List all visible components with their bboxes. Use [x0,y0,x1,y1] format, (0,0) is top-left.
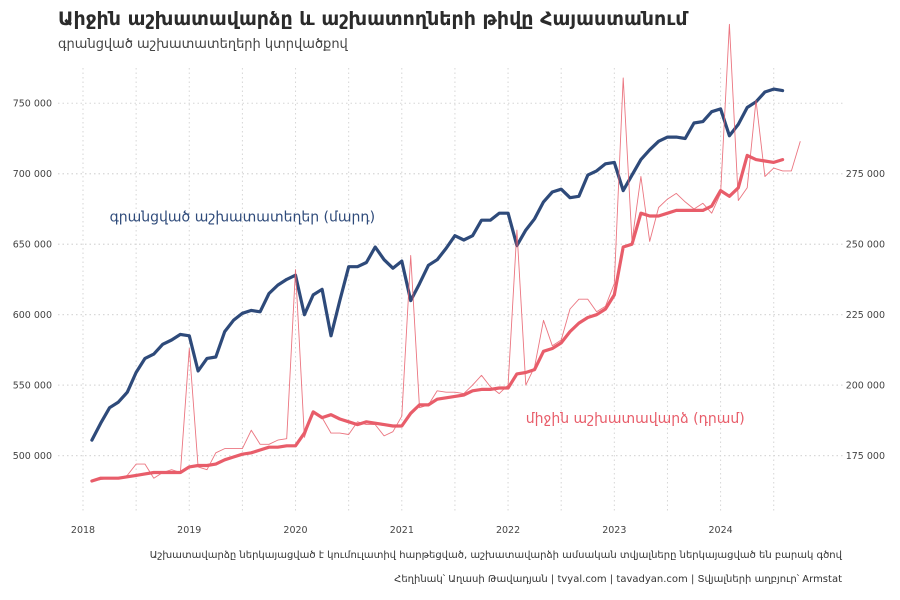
y-right-tick-label: 250 000 [846,240,885,251]
y-left-tick-label: 650 000 [13,240,52,251]
wage-smoothed-line [90,153,785,483]
chart-note: Աշխատավարձը ներկայացված է կումուլատիվ հա… [149,550,842,561]
y-right-tick-label: 225 000 [846,310,885,321]
y-right-tick-label: 275 000 [846,169,885,180]
series-layer [90,23,801,483]
x-tick-label: 2022 [496,525,520,536]
y-right-tick-label: 200 000 [846,381,885,392]
employees-line [90,87,785,442]
y-left-tick-label: 750 000 [13,99,52,110]
chart-credits: Հեղինակ՝ Աղասի Թավադյան | tvyal.com | ta… [394,574,842,585]
x-tick-label: 2023 [602,525,626,536]
grid-layer [58,68,843,512]
x-tick-label: 2020 [283,525,307,536]
page-subtitle: գրանցված աշխատատեղերի կտրվածքով [58,37,348,52]
axis-layer: 2018 2019 2020 2021 2022 2023 2024 500 000 550 0… [13,99,885,536]
wage-series-label: միջին աշխատավարձ (դրամ) [526,411,745,427]
y-left-tick-label: 500 000 [13,451,52,462]
page-title: Աիջին աշխատավարձը և աշխատողների թիվը Հայ… [58,8,688,30]
y-left-tick-label: 600 000 [13,310,52,321]
x-tick-label: 2019 [177,525,201,536]
y-left-tick-label: 700 000 [13,169,52,180]
x-tick-label: 2024 [708,525,732,536]
y-right-tick-label: 175 000 [846,451,885,462]
x-tick-label: 2018 [71,525,95,536]
employees-series-label: գրանցված աշխատատեղեր (մարդ) [110,210,376,226]
x-tick-label: 2021 [390,525,414,536]
y-left-tick-label: 550 000 [13,381,52,392]
label-layer: գրանցված աշխատատեղեր (մարդ) միջին աշխատավ… [110,210,745,428]
